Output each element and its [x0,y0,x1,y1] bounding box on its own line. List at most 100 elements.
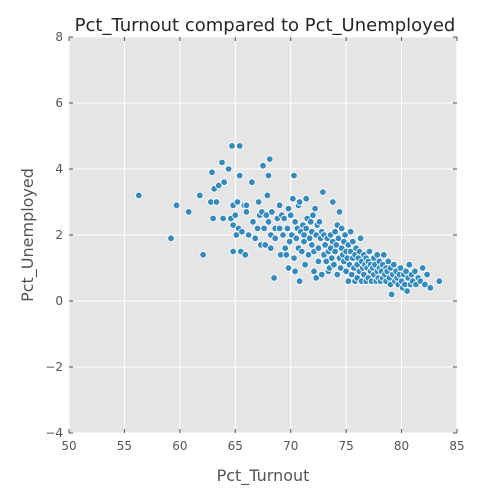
data-point [264,218,273,226]
data-point [329,198,337,206]
data-point [228,142,236,150]
data-point [208,168,216,176]
data-point [271,234,279,242]
data-point [275,224,284,233]
data-point [308,241,316,249]
chart-title: Pct_Turnout compared to Pct_Unemployed [75,15,456,36]
data-point [321,241,329,249]
x-tick-label: 85 [449,439,464,453]
x-tick-label: 55 [117,439,132,453]
data-point [342,267,350,275]
data-point [232,231,241,239]
data-point [304,251,313,259]
data-point [291,218,299,226]
data-point [423,270,431,279]
data-point [300,231,308,239]
data-point [220,178,228,186]
data-point [268,208,276,216]
data-point [291,267,299,275]
data-point [254,198,263,206]
data-point [301,261,309,269]
data-point [242,208,251,216]
data-point [330,261,338,269]
data-point [311,204,319,213]
data-point [235,142,244,150]
data-point [298,247,306,256]
y-axis-ticks: −4 −2 0 2 4 6 8 [45,30,457,440]
data-point [403,287,411,295]
data-point [405,261,413,269]
data-point [262,211,270,219]
data-point [199,251,207,259]
data-point [242,201,251,209]
x-tick-label: 65 [228,439,243,453]
y-tick-label: 6 [55,96,63,110]
y-tick-label: −2 [45,360,63,374]
data-point [302,194,310,203]
data-point [284,264,293,272]
data-point [292,234,300,242]
data-point [421,280,429,289]
data-point [435,277,443,285]
data-point [390,261,398,269]
data-point [333,270,341,279]
data-point [244,231,253,239]
data-point [196,191,204,200]
y-tick-label: 2 [55,228,63,242]
data-point [263,191,272,200]
data-point [290,171,298,180]
data-point [426,284,435,292]
data-point [235,171,244,180]
data-point [336,264,345,272]
data-point [284,204,293,213]
x-tick-label: 80 [394,439,409,453]
data-point [281,244,289,252]
data-point [309,211,317,219]
data-point [219,214,227,223]
data-point [338,224,346,233]
data-point [331,247,339,256]
data-point [280,214,288,223]
x-tick-label: 75 [339,439,354,453]
data-point [307,218,315,226]
data-point [249,218,257,226]
data-point [310,267,318,275]
data-point [322,257,330,266]
data-point [380,251,388,259]
data-point [231,211,239,219]
x-axis-label: Pct_Turnout [217,466,310,486]
y-tick-label: 4 [55,162,63,176]
data-point [349,237,357,246]
data-point [248,178,256,186]
data-point [264,171,273,180]
data-point [319,188,327,196]
data-point [314,257,323,266]
data-point [335,208,344,216]
data-point [172,201,181,209]
x-axis-ticks: 50 55 60 65 70 75 80 85 [61,37,465,453]
data-point [241,251,249,259]
x-tick-label: 50 [61,439,76,453]
data-point [233,198,242,206]
data-point [289,194,297,203]
data-point [365,247,374,256]
data-point [295,198,304,206]
y-tick-label: −4 [45,426,63,440]
data-point [209,214,217,223]
data-point [418,264,427,272]
data-point [341,231,349,239]
data-point [279,231,287,239]
data-point [260,224,268,233]
data-point [396,264,405,272]
data-point [285,237,294,246]
data-point [334,234,343,242]
data-point [312,274,320,282]
y-tick-label: 8 [55,30,63,44]
x-tick-label: 60 [172,439,187,453]
data-point [259,161,267,170]
y-tick-label: 0 [55,294,63,308]
data-point [270,274,278,282]
data-point [275,201,284,209]
data-point [267,244,275,252]
data-point [331,227,339,236]
